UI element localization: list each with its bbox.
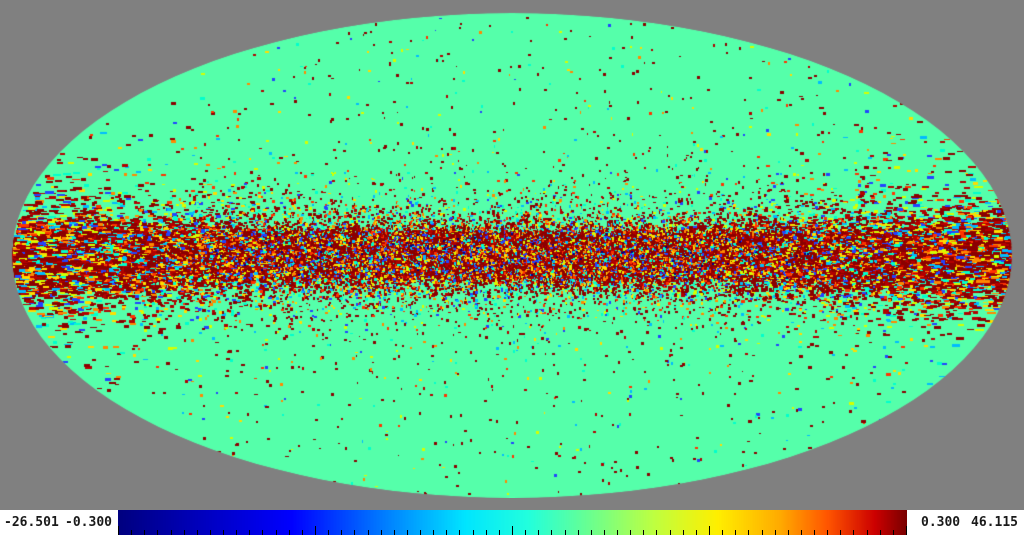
colorbar-left-labels: -26.501 -0.300 xyxy=(0,510,118,535)
colorbar-min-label: -26.501 xyxy=(4,515,59,530)
colorbar-max-label: 46.115 xyxy=(971,515,1018,530)
colorbar-right-labels: 0.300 46.115 xyxy=(907,510,1024,535)
colorbar-low-label: -0.300 xyxy=(65,515,112,530)
colorbar: -26.501 -0.300 0.300 46.115 xyxy=(0,510,1024,535)
sky-map-panel xyxy=(0,0,1024,498)
colorbar-canvas xyxy=(118,510,907,535)
panel-divider xyxy=(0,498,1024,510)
sky-map-canvas xyxy=(0,0,1024,498)
colorbar-gradient xyxy=(118,510,907,535)
colorbar-high-label: 0.300 xyxy=(921,515,961,530)
